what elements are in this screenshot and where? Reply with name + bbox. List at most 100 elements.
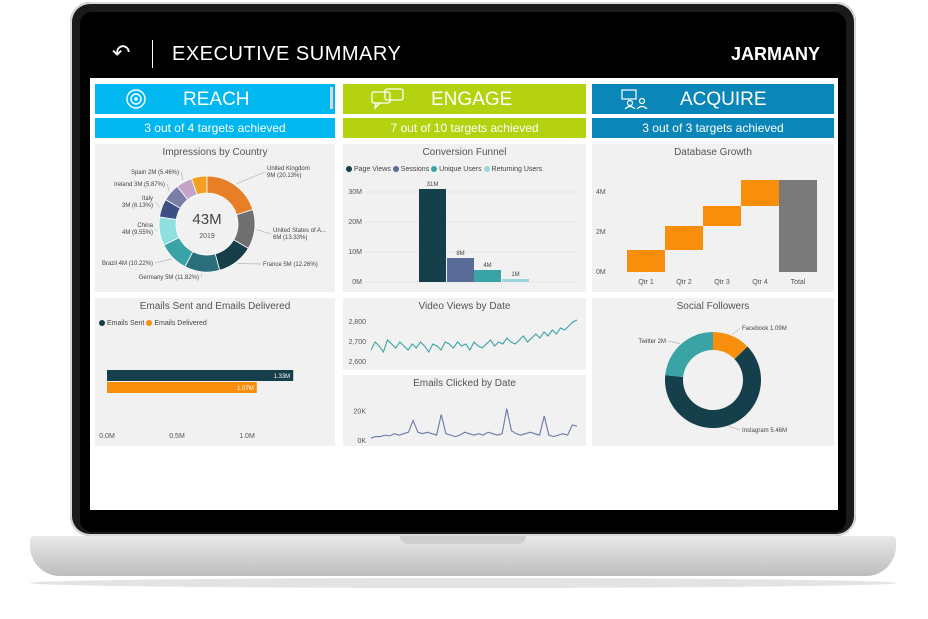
- growth-bar-4: [779, 180, 817, 272]
- social-slice-2: [665, 332, 713, 377]
- social-label-2: Twitter 2M: [638, 339, 666, 345]
- growth-bar-0: [627, 250, 665, 272]
- funnel-bar-2: [474, 270, 501, 282]
- impressions-leader-3: [200, 273, 203, 278]
- impressions-value-6: 3M (6.13%): [122, 203, 153, 209]
- impressions-label-0: United Kingdom: [267, 166, 310, 172]
- video-views-ytick-1: 2,700: [348, 339, 366, 346]
- reach-band: REACH: [95, 84, 335, 114]
- report-header: ↶ EXECUTIVE SUMMARY JARMANY: [90, 30, 838, 78]
- emails-clicked-ytick-1: 20K: [354, 409, 367, 416]
- growth-bar-2: [703, 206, 741, 226]
- impressions-leader-1: [256, 229, 272, 235]
- funnel-data-label-2: 4M: [483, 263, 491, 269]
- database-growth-title: Database Growth: [674, 147, 752, 158]
- impressions-leader-4: [154, 258, 172, 264]
- impressions-slice-2: [214, 239, 249, 271]
- impressions-slice-8: [176, 178, 198, 201]
- video-views-line-chart: 2,600 2,700 2,800: [348, 319, 578, 366]
- growth-xtick-1: Qtr 2: [676, 279, 692, 286]
- emails-clicked-ytick-0: 0K: [357, 438, 366, 445]
- emails-clicked-line: [370, 408, 578, 439]
- emails-bar-0: [107, 370, 294, 381]
- growth-ytick-1: 2M: [596, 229, 606, 236]
- acquire-targets: 3 out of 3 targets achieved: [592, 118, 834, 138]
- reach-label: REACH: [183, 89, 250, 110]
- impressions-label-5: China: [137, 223, 153, 229]
- growth-xtick-2: Qtr 3: [714, 279, 730, 286]
- funnel-data-label-3: 1M: [511, 272, 519, 278]
- back-arrow-icon[interactable]: ↶: [112, 40, 131, 65]
- legend-emails-delivered: Emails Delivered: [146, 320, 207, 327]
- impressions-slice-1: [233, 209, 256, 249]
- emails-panel: Emails Sent and Emails Delivered Emails …: [95, 298, 335, 446]
- video-views-ytick-0: 2,600: [348, 359, 366, 366]
- emails-title: Emails Sent and Emails Delivered: [139, 301, 291, 312]
- broadcast-icon: [126, 89, 146, 109]
- growth-bar-3: [741, 180, 779, 206]
- legend-sessions: Sessions: [392, 166, 429, 173]
- impressions-label-4: Brazil 4M (10.22%): [102, 261, 153, 267]
- emails-bar-1: [107, 382, 257, 393]
- emails-data-label-1: 1.07M: [237, 386, 254, 392]
- funnel-ytick-0: 0M: [352, 279, 362, 286]
- impressions-slice-3: [184, 251, 221, 273]
- impressions-slice-6: [159, 199, 181, 220]
- social-leader-2: [667, 340, 681, 344]
- emails-legend: Emails Sent Emails Delivered: [99, 320, 207, 327]
- database-growth-chart: 0M 2M 4M Qtr 1 Qtr 2 Qtr 3 Qtr 4 Total: [596, 180, 817, 286]
- impressions-slice-4: [163, 237, 194, 268]
- impressions-value-1: 6M (13.33%): [273, 235, 307, 241]
- impressions-value-0: 9M (20.13%): [267, 173, 301, 179]
- growth-ytick-0: 0M: [596, 269, 606, 276]
- chat-bubbles-icon: [371, 88, 404, 110]
- impressions-label-1: United States of A...: [273, 228, 326, 234]
- impressions-panel: Impressions by Country 43M 2019 United K…: [95, 144, 335, 292]
- impressions-label-6: Italy: [142, 196, 153, 202]
- laptop-notch: [400, 536, 526, 544]
- funnel-bar-0: [419, 189, 446, 282]
- engage-label: ENGAGE: [431, 89, 513, 110]
- social-followers-donut-chart: Facebook 1.09M Instagram 5.46M Twitter 2M: [638, 326, 787, 434]
- emails-clicked-line-chart: 0K 20K: [354, 408, 578, 445]
- video-views-panel: Video Views by Date 2,600 2,700 2,800: [343, 298, 586, 370]
- reach-scrollbar[interactable]: [330, 87, 333, 109]
- engage-band: ENGAGE: [343, 84, 586, 114]
- people-icon: [621, 89, 648, 110]
- funnel-ytick-1: 10M: [348, 249, 362, 256]
- laptop-shadow: [30, 578, 896, 588]
- brand-logo: JARMANY: [730, 44, 820, 64]
- legend-returning-users: Returning Users: [483, 166, 542, 173]
- funnel-bar-1: [447, 258, 474, 282]
- social-leader-1: [728, 426, 741, 431]
- emails-clicked-panel: Emails Clicked by Date 0K 20K: [343, 375, 586, 446]
- growth-xtick-3: Qtr 4: [752, 279, 768, 286]
- emails-bar-chart: 1.33M 1.07M 0.0M 0.5M 1.0M: [99, 370, 294, 440]
- funnel-data-label-0: 31M: [427, 182, 439, 188]
- impressions-leader-8: [180, 171, 184, 181]
- social-leader-0: [731, 327, 741, 336]
- page-title: EXECUTIVE SUMMARY: [172, 43, 402, 65]
- social-label-0: Facebook 1.09M: [742, 326, 787, 332]
- acquire-label: ACQUIRE: [680, 89, 767, 110]
- header-divider: [152, 40, 153, 68]
- impressions-leader-0: [236, 171, 266, 184]
- video-views-title: Video Views by Date: [418, 301, 511, 312]
- social-followers-panel: Social Followers Facebook 1.09M Instagram…: [592, 298, 834, 446]
- video-views-ytick-2: 2,800: [348, 319, 366, 326]
- funnel-data-label-1: 8M: [456, 251, 464, 257]
- social-slice-1: [665, 346, 761, 428]
- impressions-year: 2019: [199, 233, 215, 240]
- database-growth-panel: Database Growth 0M 2M 4M Qtr 1 Qtr 2 Qtr 3 Qtr…: [592, 144, 834, 292]
- impressions-slice-0: [206, 175, 254, 216]
- impressions-label-7: Ireland 3M (5.87%): [114, 182, 165, 188]
- legend-unique-users: Unique Users: [431, 166, 482, 173]
- funnel-bar-chart: 0M 10M 20M 30M 31M 8M 4M 1M: [348, 182, 579, 286]
- growth-xtick-0: Qtr 1: [638, 279, 654, 286]
- acquire-band: ACQUIRE: [592, 84, 834, 114]
- funnel-legend: Page Views Sessions Unique Users Returni…: [346, 166, 542, 173]
- social-followers-title: Social Followers: [676, 301, 750, 312]
- impressions-label-8: Spain 2M (5.46%): [131, 170, 179, 176]
- impressions-leader-7: [166, 183, 170, 192]
